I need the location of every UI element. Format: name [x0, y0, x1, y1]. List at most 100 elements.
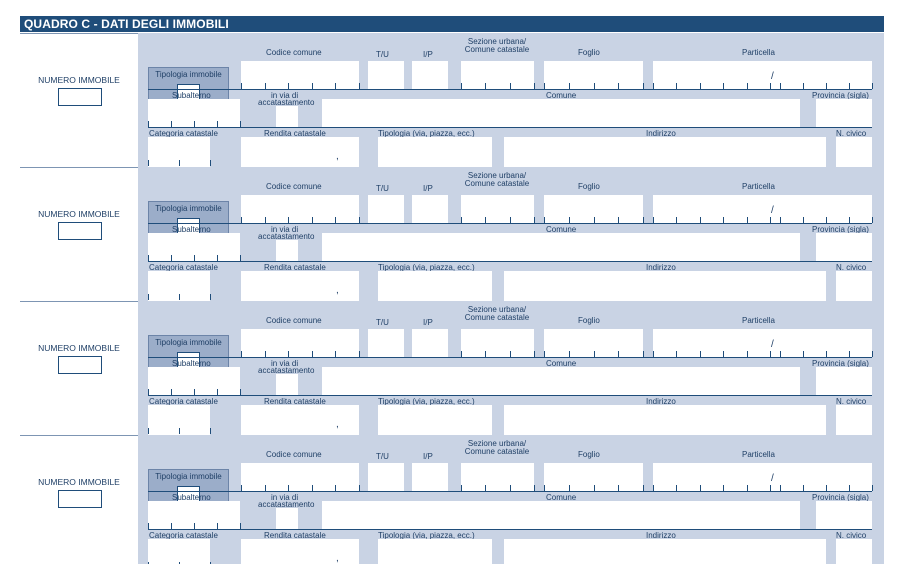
codice-comune-label: Codice comune: [266, 182, 322, 191]
tipologia-via-label: Tipologia (via, piazza, ecc.): [378, 129, 475, 138]
n-civico-input[interactable]: [836, 539, 872, 564]
tu-input[interactable]: [368, 463, 404, 491]
rendita-catastale-input[interactable]: [241, 405, 359, 435]
particella-input[interactable]: [653, 463, 872, 491]
provincia-input[interactable]: [816, 99, 872, 127]
provincia-input[interactable]: [816, 233, 872, 261]
comb-tick: [872, 83, 873, 89]
comb-tick: [194, 523, 195, 529]
comb-tick: [770, 83, 771, 89]
comune-input[interactable]: [322, 367, 800, 395]
rendita-separator: ,: [336, 419, 339, 430]
codice-comune-input[interactable]: [241, 61, 359, 89]
particella-input[interactable]: [653, 329, 872, 357]
ip-input[interactable]: [412, 61, 448, 89]
codice-comune-label: Codice comune: [266, 450, 322, 459]
in-via-accatastamento-checkbox[interactable]: [276, 240, 298, 261]
indirizzo-input[interactable]: [504, 539, 826, 564]
tu-input[interactable]: [368, 329, 404, 357]
subalterno-label: Subalterno: [172, 225, 211, 234]
sezione-input[interactable]: [461, 463, 534, 491]
particella-input[interactable]: [653, 195, 872, 223]
sezione-label-2: Comune catastale: [464, 45, 530, 54]
tipologia-via-input[interactable]: [378, 539, 492, 564]
sezione-input[interactable]: [461, 195, 534, 223]
sezione-input[interactable]: [461, 329, 534, 357]
rendita-separator: ,: [336, 553, 339, 564]
foglio-input[interactable]: [544, 329, 643, 357]
in-via-label-2: accatastamento: [258, 98, 315, 107]
foglio-input[interactable]: [544, 61, 643, 89]
rendita-catastale-input[interactable]: [241, 539, 359, 564]
in-via-accatastamento-checkbox[interactable]: [276, 106, 298, 127]
numero-immobile-input[interactable]: [58, 490, 102, 508]
ip-input[interactable]: [412, 463, 448, 491]
comb-tick: [872, 351, 873, 357]
categoria-catastale-input[interactable]: [148, 539, 210, 564]
comune-input[interactable]: [322, 501, 800, 529]
codice-comune-input[interactable]: [241, 463, 359, 491]
numero-immobile-input[interactable]: [58, 222, 102, 240]
in-via-accatastamento-checkbox[interactable]: [276, 508, 298, 529]
foglio-input[interactable]: [544, 195, 643, 223]
property-section: NUMERO IMMOBILE Tipologia immobile Codic…: [0, 435, 900, 564]
property-section: NUMERO IMMOBILE Tipologia immobile Codic…: [0, 301, 900, 435]
comb-tick: [723, 485, 724, 491]
numero-immobile-input[interactable]: [58, 88, 102, 106]
particella-label: Particella: [742, 182, 775, 191]
n-civico-input[interactable]: [836, 405, 872, 435]
comb-tick: [700, 217, 701, 223]
comb-tick: [723, 83, 724, 89]
comb-tick: [335, 217, 336, 223]
particella-separator: /: [771, 339, 774, 350]
subalterno-label: Subalterno: [172, 493, 211, 502]
ip-input[interactable]: [412, 329, 448, 357]
indirizzo-input[interactable]: [504, 271, 826, 301]
tu-input[interactable]: [368, 195, 404, 223]
comb-tick: [485, 351, 486, 357]
ip-label: I/P: [423, 318, 433, 327]
tu-input[interactable]: [368, 61, 404, 89]
indirizzo-input[interactable]: [504, 137, 826, 167]
numero-immobile-label: NUMERO IMMOBILE: [38, 343, 120, 353]
row-rule: [148, 223, 872, 224]
tipologia-via-input[interactable]: [378, 271, 492, 301]
subalterno-label: Subalterno: [172, 359, 211, 368]
sezione-input[interactable]: [461, 61, 534, 89]
codice-comune-input[interactable]: [241, 329, 359, 357]
comb-tick: [780, 217, 781, 223]
comb-tick: [653, 217, 654, 223]
foglio-input[interactable]: [544, 463, 643, 491]
indirizzo-input[interactable]: [504, 405, 826, 435]
provincia-label: Provincia (sigla): [812, 225, 869, 234]
comune-input[interactable]: [322, 233, 800, 261]
comb-tick: [676, 217, 677, 223]
comb-tick: [826, 485, 827, 491]
tipologia-via-input[interactable]: [378, 137, 492, 167]
tipologia-via-input[interactable]: [378, 405, 492, 435]
particella-input[interactable]: [653, 61, 872, 89]
foglio-label: Foglio: [578, 316, 600, 325]
row-rule: [148, 261, 872, 262]
rendita-catastale-input[interactable]: [241, 137, 359, 167]
codice-comune-label: Codice comune: [266, 316, 322, 325]
ip-input[interactable]: [412, 195, 448, 223]
comb-tick: [312, 217, 313, 223]
comune-input[interactable]: [322, 99, 800, 127]
provincia-input[interactable]: [816, 367, 872, 395]
n-civico-input[interactable]: [836, 137, 872, 167]
in-via-accatastamento-checkbox[interactable]: [276, 374, 298, 395]
rendita-catastale-input[interactable]: [241, 271, 359, 301]
codice-comune-input[interactable]: [241, 195, 359, 223]
numero-immobile-input[interactable]: [58, 356, 102, 374]
provincia-input[interactable]: [816, 501, 872, 529]
comb-tick: [171, 255, 172, 261]
n-civico-input[interactable]: [836, 271, 872, 301]
comb-tick: [510, 83, 511, 89]
comb-tick: [288, 351, 289, 357]
comb-tick: [148, 389, 149, 395]
comb-tick: [770, 485, 771, 491]
rendita-catastale-label: Rendita catastale: [264, 397, 326, 406]
comb-tick: [171, 389, 172, 395]
property-section: NUMERO IMMOBILE Tipologia immobile Codic…: [0, 33, 900, 167]
